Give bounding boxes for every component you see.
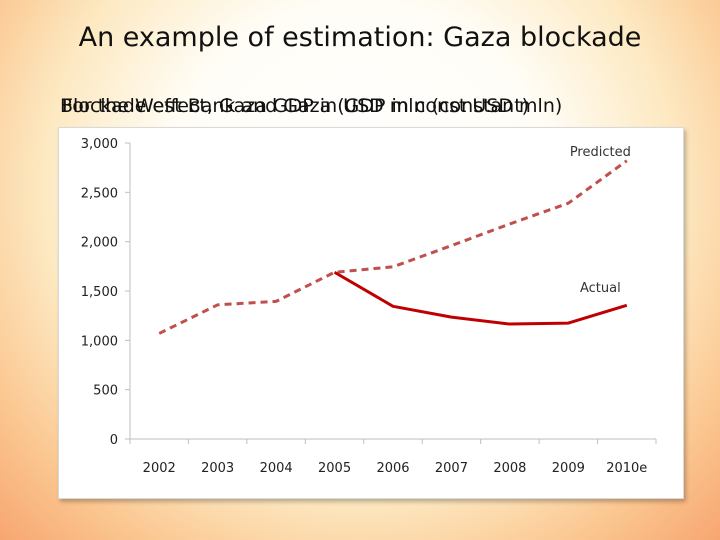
y-tick-label: 1,500 (81, 285, 118, 300)
x-tick-label: 2006 (376, 461, 409, 476)
chart-axes (129, 143, 656, 440)
series-line-actual (333, 270, 628, 326)
x-tick-label: 2010e (606, 461, 647, 476)
x-tick-label: 2008 (493, 461, 526, 476)
series-label-predicted: Predicted (570, 145, 631, 160)
x-tick-label: 2003 (201, 461, 234, 476)
subtitle-text-b: For the West Bank and Gaza (GDP in const… (62, 95, 563, 117)
series-line-predicted (158, 159, 628, 335)
series-labels: Predicted Actual (570, 145, 631, 296)
x-tick-label: 2009 (552, 461, 585, 476)
series-lines (158, 159, 628, 335)
x-tick-label: 2002 (143, 461, 176, 476)
y-tick-label: 2,500 (81, 186, 118, 201)
x-tick-label: 2007 (435, 461, 468, 476)
y-tick-label: 1,000 (81, 334, 118, 349)
x-tick-label: 2005 (318, 461, 351, 476)
slide-subtitle: Blockade effect, Gaza GDP in USD mln (co… (60, 95, 690, 123)
y-tick-label: 2,000 (81, 236, 118, 251)
x-axis-ticks: 2002 2003 2004 2005 2006 2007 2008 2009 2010e (129, 439, 657, 476)
y-axis-ticks: 0 500 1,000 1,500 2,000 2,500 3,000 (81, 137, 130, 448)
slide-title: An example of estimation: Gaza blockade (78, 22, 642, 53)
y-tick-label: 500 (93, 384, 118, 399)
y-tick-label: 0 (110, 433, 118, 448)
series-label-actual: Actual (580, 281, 621, 296)
y-tick-label: 3,000 (81, 137, 118, 152)
chart-frame (58, 127, 684, 499)
x-tick-label: 2004 (260, 461, 293, 476)
subtitle-text-a: Blockade effect, Gaza GDP in USD mln (co… (60, 95, 530, 117)
